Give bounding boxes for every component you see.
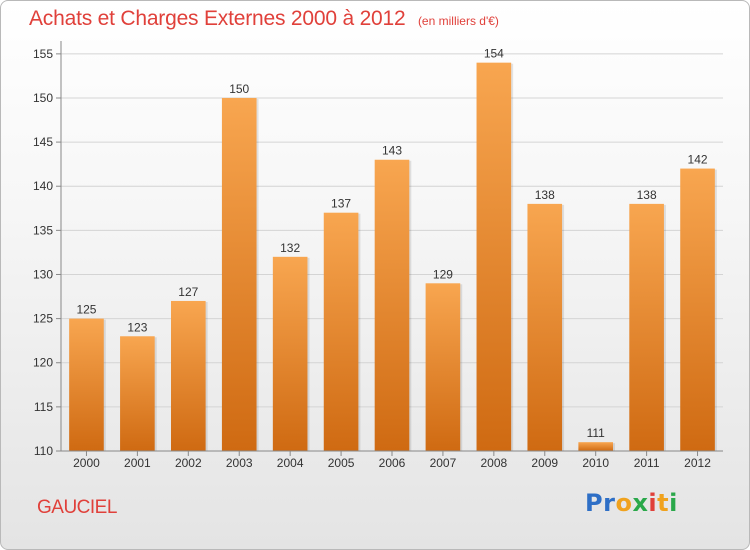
chart-title: Achats et Charges Externes 2000 à 2012: [29, 7, 406, 30]
chart-subtitle: (en milliers d'€): [417, 14, 499, 28]
x-tick-label: 2006: [379, 456, 406, 470]
x-tick-label: 2010: [582, 456, 609, 470]
bar-value-label: 132: [280, 241, 300, 255]
bar: [629, 203, 664, 451]
x-tick-label: 2000: [73, 456, 100, 470]
x-tick-label: 2011: [634, 456, 660, 470]
x-tick-label: 2002: [175, 456, 202, 470]
bar: [170, 300, 206, 451]
y-tick-label: 150: [33, 91, 53, 105]
place-name: GAUCIEL: [37, 497, 117, 518]
bar-value-label: 143: [382, 144, 402, 158]
x-tick-label: 2012: [684, 456, 711, 470]
bar-value-label: 138: [637, 188, 657, 202]
x-tick-label: 2001: [124, 456, 151, 470]
bar: [221, 97, 257, 452]
logo-letter: P: [585, 489, 604, 517]
logo-letter: t: [657, 489, 670, 517]
logo-letter: i: [669, 489, 678, 517]
bar-value-label: 111: [587, 426, 606, 440]
bar: [527, 203, 563, 451]
x-tick-label: 2008: [480, 456, 507, 470]
y-tick-label: 135: [33, 223, 53, 237]
logo-letter: x: [632, 489, 649, 517]
y-tick-label: 110: [34, 444, 53, 458]
y-tick-label: 130: [33, 267, 53, 281]
x-tick-label: 2005: [328, 456, 355, 470]
bar: [425, 283, 461, 451]
bar: [374, 159, 410, 451]
y-tick-label: 115: [34, 400, 53, 414]
bar-value-label: 142: [688, 153, 708, 167]
y-tick-label: 140: [33, 179, 53, 193]
bar-value-label: 137: [331, 197, 351, 211]
bar-value-label: 125: [76, 303, 96, 317]
bar: [69, 318, 104, 451]
proxiti-logo[interactable]: Proxiti: [585, 489, 678, 517]
y-tick-label: 145: [33, 135, 53, 149]
x-tick-label: 2004: [277, 456, 304, 470]
y-tick-label: 125: [33, 312, 53, 326]
bar: [323, 212, 359, 451]
bars: 125 123 127 150 132 137 143 129 154 138 111 138 142: [69, 47, 717, 452]
y-tick-label: 120: [33, 356, 53, 370]
bar: [578, 442, 614, 451]
bar: [476, 62, 512, 452]
x-tick-label: 2009: [531, 456, 558, 470]
logo-letter: i: [648, 489, 658, 517]
bar: [272, 256, 308, 451]
bar-value-label: 150: [229, 82, 249, 96]
logo-letter: o: [615, 489, 633, 517]
bar-value-label: 154: [484, 47, 504, 61]
bar: [120, 336, 155, 451]
bar-value-label: 129: [433, 267, 453, 281]
bar-value-label: 123: [127, 320, 147, 334]
bar-value-label: 138: [535, 188, 555, 202]
chart-header: Achats et Charges Externes 2000 à 2012 (…: [29, 7, 499, 31]
bar-value-label: 127: [178, 285, 198, 299]
y-tick-label: 155: [33, 47, 53, 61]
axes: 110 115 120 125 130 135 140 145 150 155 2000 2001 20…: [33, 41, 723, 470]
x-tick-label: 2007: [430, 456, 457, 470]
x-tick-label: 2003: [226, 456, 253, 470]
logo-letter: r: [603, 489, 616, 517]
bar: [680, 168, 715, 451]
